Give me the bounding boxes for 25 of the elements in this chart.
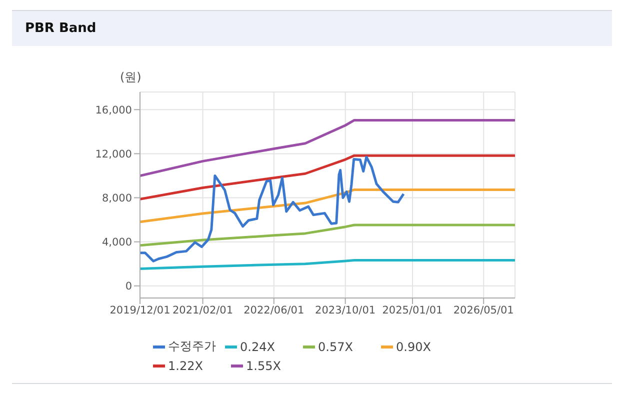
legend-label: 1.22X <box>168 358 203 372</box>
x-tick-label: 2022/06/01 <box>244 304 304 316</box>
y-tick-label: 4,000 <box>102 236 132 249</box>
legend-label: 수정주가 <box>168 338 216 355</box>
line-series <box>140 156 405 262</box>
line-series <box>140 258 515 270</box>
x-tick-label: 2026/05/01 <box>453 304 514 316</box>
legend-label: 0.90X <box>396 340 431 354</box>
chart-title: PBR Band <box>25 21 96 36</box>
legend-label: 1.55X <box>246 358 281 372</box>
x-tick-label: 2023/10/01 <box>315 304 376 316</box>
legend-label: 0.24X <box>240 340 275 354</box>
line-series <box>140 154 515 200</box>
y-tick-label: 8,000 <box>102 192 132 204</box>
legend-label: 0.57X <box>318 340 353 354</box>
y-tick-label: 12,000 <box>95 148 132 160</box>
line-series <box>140 118 515 177</box>
y-tick-label: 16,000 <box>95 104 132 116</box>
x-tick-label: 2021/02/01 <box>172 304 234 316</box>
x-tick-label: 2025/01/01 <box>382 304 443 316</box>
line-series <box>140 188 515 224</box>
y-axis-title: (원) <box>120 69 142 86</box>
x-tick-label: 2019/12/01 <box>110 304 170 316</box>
line-series <box>140 224 515 247</box>
y-tick-label: 0 <box>125 280 132 293</box>
